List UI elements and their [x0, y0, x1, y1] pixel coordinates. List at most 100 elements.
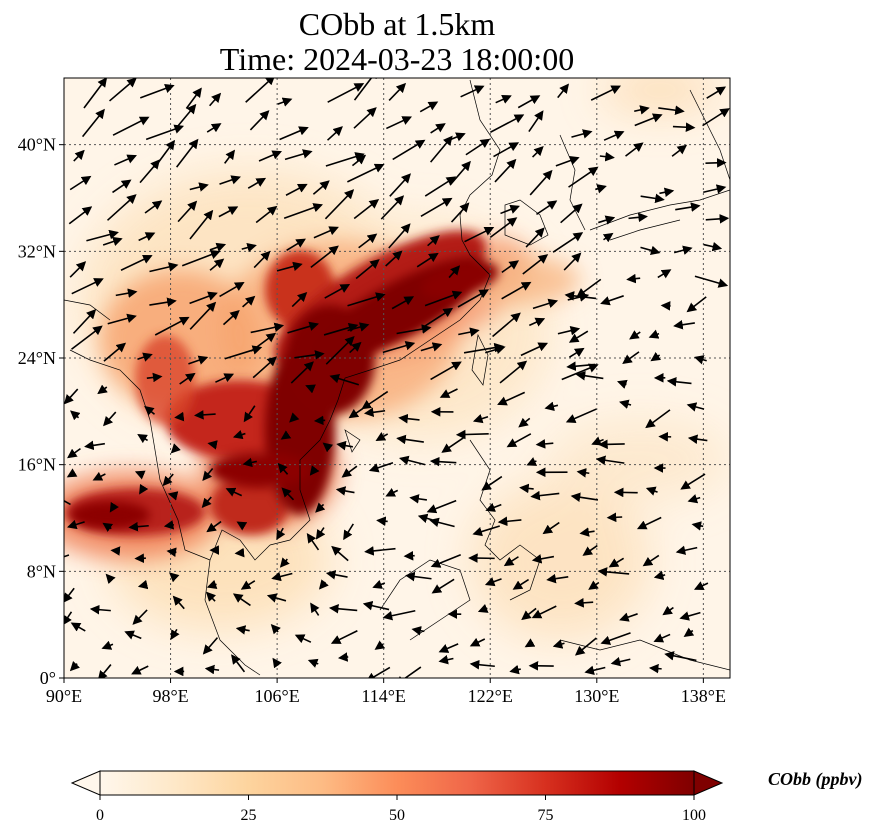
wind-arrow: [662, 605, 674, 616]
wind-arrow: [310, 602, 320, 616]
wind-arrow: [455, 429, 489, 440]
wind-arrow: [388, 223, 411, 249]
wind-arrow: [69, 261, 87, 278]
wind-arrow: [167, 491, 179, 501]
wind-arrow: [686, 296, 707, 313]
wind-arrow: [675, 202, 701, 212]
wind-arrow: [494, 158, 517, 183]
wind-arrow: [640, 193, 665, 204]
wind-arrow: [224, 149, 236, 164]
wind-vectors: [64, 78, 730, 678]
wind-arrow: [519, 483, 534, 494]
wind-arrow: [382, 609, 416, 621]
wind-arrow: [673, 245, 693, 255]
wind-arrow: [535, 439, 554, 449]
wind-arrow: [518, 417, 531, 428]
wind-arrow: [69, 175, 92, 191]
wind-arrow: [394, 666, 422, 678]
wind-arrow: [72, 309, 97, 334]
wind-arrow: [66, 519, 85, 530]
wind-arrow: [253, 250, 271, 269]
wind-arrow: [73, 149, 85, 162]
wind-arrow: [219, 175, 241, 185]
latitude-tick-label: 8°N: [27, 561, 56, 581]
wind-arrow: [382, 340, 416, 354]
wind-arrow: [313, 226, 339, 239]
wind-arrow: [305, 384, 316, 394]
wind-arrow: [372, 579, 386, 589]
longitude-ticks: 90°E 98°E 106°E 114°E 122°E 130°E 138°E: [46, 678, 726, 706]
wind-arrow: [250, 322, 285, 334]
wind-arrow: [201, 496, 212, 509]
wind-arrow: [679, 611, 701, 621]
wind-arrow: [642, 554, 660, 567]
wind-arrow: [289, 412, 300, 423]
wind-arrow: [240, 580, 256, 590]
longitude-tick-label: 122°E: [468, 686, 513, 706]
wind-arrow: [105, 573, 116, 585]
wind-arrow: [281, 487, 295, 501]
wind-arrow: [365, 666, 391, 678]
wind-arrow: [363, 407, 386, 418]
wind-arrow: [485, 502, 502, 512]
wind-arrow: [175, 138, 199, 168]
wind-arrow: [529, 169, 553, 196]
wind-arrow: [215, 373, 235, 383]
wind-arrow: [552, 639, 565, 649]
wind-arrow: [430, 361, 462, 381]
wind-arrow: [658, 105, 685, 115]
wind-arrow: [327, 83, 365, 103]
wind-arrow: [218, 206, 239, 218]
wind-arrow: [492, 312, 521, 338]
wind-arrow: [272, 657, 282, 669]
wind-arrow: [448, 265, 461, 279]
wind-arrow: [284, 149, 313, 161]
wind-arrow: [315, 527, 326, 540]
wind-arrow: [705, 214, 730, 224]
wind-arrow: [134, 470, 146, 480]
wind-arrow: [112, 116, 150, 136]
wind-arrow: [497, 391, 526, 406]
wind-arrow: [97, 384, 108, 395]
wind-arrow: [283, 203, 324, 220]
wind-arrow: [71, 325, 103, 350]
wind-arrow: [202, 467, 214, 482]
wind-arrow: [441, 436, 465, 453]
wind-arrow: [64, 388, 79, 405]
wind-arrow: [101, 640, 114, 650]
wind-arrow: [420, 342, 443, 352]
wind-arrow: [68, 206, 93, 225]
wind-arrow: [343, 523, 354, 541]
wind-arrow: [653, 570, 666, 580]
map-title-line-1: CObb at 1.5km: [298, 6, 496, 42]
wind-arrow: [430, 123, 446, 134]
wind-arrow: [626, 273, 641, 284]
wind-arrow: [109, 501, 119, 513]
wind-arrow: [542, 521, 560, 535]
wind-arrow: [396, 324, 432, 335]
wind-arrow: [409, 494, 427, 504]
wind-arrow: [185, 87, 202, 109]
wind-arrow: [469, 637, 486, 647]
wind-arrow: [97, 664, 112, 678]
wind-arrow: [687, 494, 701, 504]
wind-arrow: [81, 108, 105, 138]
wind-arrow: [207, 440, 218, 450]
wind-arrow: [103, 411, 117, 427]
longitude-tick-label: 98°E: [152, 686, 188, 706]
wind-arrow: [509, 664, 521, 675]
wind-arrow: [112, 179, 132, 194]
wind-arrow: [403, 550, 415, 561]
wind-arrow: [680, 473, 706, 490]
wind-arrow: [628, 212, 648, 223]
wind-arrow: [666, 377, 692, 387]
wind-arrow: [484, 577, 502, 587]
wind-arrow: [222, 309, 240, 326]
wind-arrow: [243, 405, 256, 423]
wind-arrow: [675, 545, 698, 555]
wind-arrow: [102, 522, 114, 533]
wind-arrow: [691, 521, 704, 531]
wind-arrow: [460, 85, 485, 98]
latitude-tick-label: 32°N: [18, 241, 56, 261]
wind-arrow: [392, 139, 426, 161]
